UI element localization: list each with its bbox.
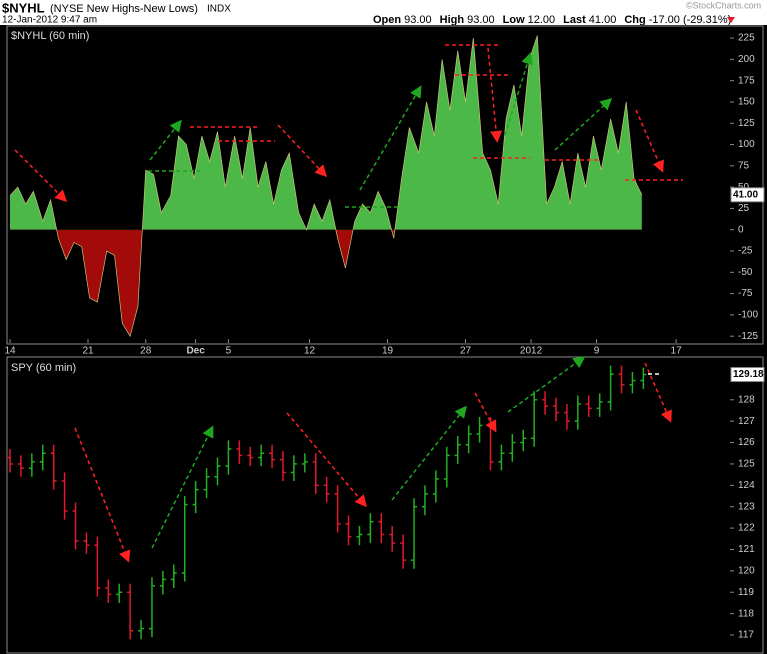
x-tick-label: 27 [460, 346, 472, 357]
arrow [151, 425, 214, 549]
symbol: $NYHL [2, 0, 45, 15]
arrow [74, 427, 131, 563]
quote-value: 12.00 [528, 14, 556, 26]
quote-value: 41.00 [589, 14, 617, 26]
y-tick-label: -25 [738, 246, 753, 257]
y-tick-label: -75 [738, 288, 753, 299]
x-tick-label: Dec [186, 346, 205, 357]
last-value-box [730, 367, 765, 383]
y-tick-label: 200 [738, 54, 755, 65]
y-tick-label: 127 [738, 416, 755, 427]
x-tick-label: 21 [82, 346, 94, 357]
x-tick-label: 28 [140, 346, 152, 357]
quote-label: Low [503, 14, 525, 26]
arrow [286, 412, 367, 508]
y-tick-label: 124 [738, 480, 755, 491]
x-tick-label: 9 [594, 346, 600, 357]
x-tick-label: 17 [671, 346, 683, 357]
arrow [487, 47, 503, 143]
annotations [14, 44, 683, 563]
quote-value: -17.00 (-29.31%) [649, 14, 732, 26]
quote-value: 93.00 [467, 14, 495, 26]
y-tick-label: 126 [738, 437, 755, 448]
quote: Open 93.00 High 93.00 Low 12.00 Last 41.00 Chg -1… [373, 14, 731, 26]
y-tick-label: 121 [738, 544, 755, 555]
x-tick-label: 14 [4, 346, 16, 357]
area-outline [9, 35, 643, 338]
panel-title: $NYHL (60 min) [11, 30, 89, 42]
x-tick-label: 2012 [520, 346, 543, 357]
quote-label: Last [563, 14, 586, 26]
panel-title: SPY (60 min) [11, 362, 76, 374]
y-tick-label: 225 [738, 33, 755, 44]
header-bg [0, 0, 767, 25]
y-tick-label: 117 [738, 630, 754, 641]
x-tick-label: 5 [226, 346, 232, 357]
y-tick-label: 75 [738, 160, 750, 171]
arrow [474, 392, 497, 433]
arrow [644, 362, 672, 423]
area-negative [10, 229, 642, 337]
last-value-label: 41.00 [733, 189, 758, 200]
arrow [277, 124, 328, 178]
quote-label: Open [373, 14, 401, 26]
y-tick-label: 175 [738, 75, 755, 86]
credit: ©StockCharts.com [686, 0, 761, 10]
arrow [359, 85, 422, 191]
x-tick-label: 12 [304, 346, 316, 357]
y-tick-label: -50 [738, 267, 753, 278]
y-tick-label: 150 [738, 97, 755, 108]
exchange: INDX [207, 4, 231, 15]
x-tick-label: 19 [382, 346, 394, 357]
arrow [635, 109, 664, 173]
quote-label: High [440, 14, 465, 26]
y-tick-label: 125 [738, 459, 755, 470]
y-tick-label: 100 [738, 139, 755, 150]
datetime: 12-Jan-2012 9:47 am [2, 15, 97, 26]
arrow [507, 356, 586, 413]
y-tick-label: 25 [738, 203, 750, 214]
y-tick-label: 50 [738, 182, 750, 193]
last-value-label: 129.18 [733, 369, 764, 380]
y-tick-label: 0 [738, 224, 744, 235]
y-tick-label: -125 [738, 331, 758, 342]
y-tick-label: 118 [738, 608, 754, 619]
y-tick-label: 119 [738, 587, 754, 598]
arrow [554, 97, 613, 151]
down-arrow [727, 17, 735, 23]
y-tick-label: 128 [738, 394, 755, 405]
description: (NYSE New Highs-New Lows) [50, 3, 198, 15]
quote-value: 93.00 [404, 14, 432, 26]
area-positive [10, 35, 642, 230]
header: $NYHL (NYSE New Highs-New Lows) INDX 12-… [0, 0, 767, 26]
y-tick-label: 123 [738, 501, 755, 512]
arrow [14, 149, 68, 203]
y-tick-label: 122 [738, 523, 755, 534]
y-tick-label: 125 [738, 118, 755, 129]
y-tick-label: 120 [738, 566, 755, 577]
arrow [149, 119, 182, 161]
last-value-box [730, 187, 765, 203]
arrow [391, 405, 467, 501]
y-tick-label: -100 [738, 310, 758, 321]
quote-label: Chg [624, 14, 645, 26]
panel-bottom [6, 356, 764, 654]
